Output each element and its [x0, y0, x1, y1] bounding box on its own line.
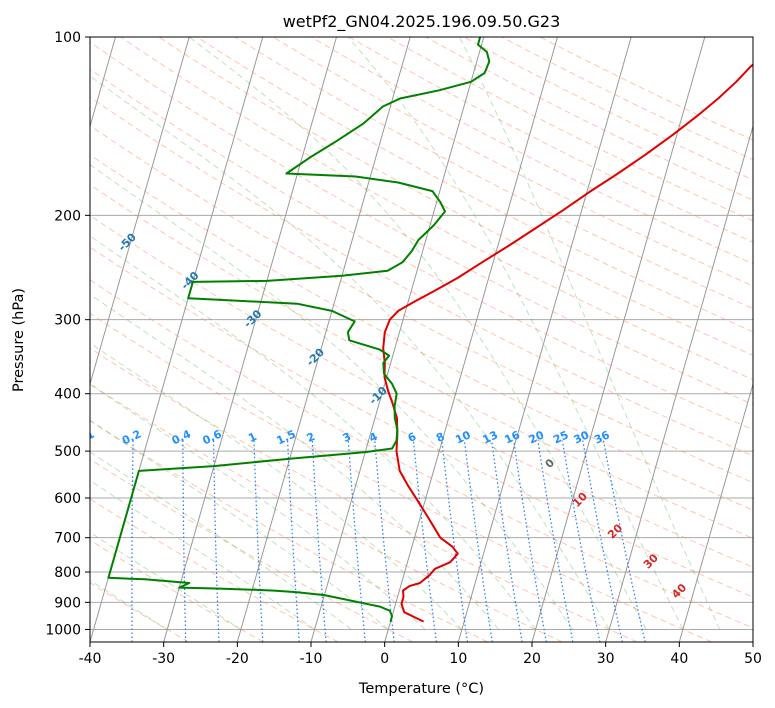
dry-adiabat-line: [90, 279, 753, 629]
dry-adiabat-line: [90, 246, 753, 598]
y-tick-label: 800: [54, 565, 81, 581]
dry-adiabat-line: [90, 347, 638, 642]
plot-frame: [89, 36, 754, 643]
x-tick-label: -30: [152, 651, 175, 667]
dry-adiabat-line: [196, 37, 753, 333]
mixing-ratio-line: [374, 440, 395, 642]
x-tick-label: -20: [226, 651, 249, 667]
mixing-ratio-label: 30: [572, 428, 592, 446]
moist-adiabat-line: [459, 37, 721, 630]
dry-adiabat-line: [501, 37, 753, 161]
background-lines: [90, 37, 753, 642]
dry-adiabat-line: [90, 96, 753, 457]
dry-adiabat-line: [463, 37, 753, 181]
x-tick-label: 10: [449, 651, 467, 667]
mixing-ratio-label: 16: [503, 428, 523, 446]
dry-adiabat-line: [90, 154, 753, 511]
x-tick-label: 30: [597, 651, 615, 667]
x-axis: -40 -30 -20 -10 0 10 20 30 40 50: [79, 642, 762, 667]
x-tick-label: -40: [79, 651, 102, 667]
x-tick-label: 40: [670, 651, 688, 667]
dry-adiabat-line: [234, 37, 753, 310]
isotherm-line: [457, 37, 632, 642]
mixing-ratio-line: [182, 440, 187, 642]
isotherm-line: [678, 382, 753, 642]
moist-adiabat-line: [188, 37, 647, 630]
y-tick-label: 400: [54, 387, 81, 403]
x-tick-label: 20: [523, 651, 541, 667]
isotherm-line: [384, 37, 558, 642]
dry-adiabat-line: [349, 37, 753, 243]
mixing-ratio-line: [213, 440, 220, 642]
y-tick-label: 200: [54, 208, 81, 224]
moist-adiabat-line: [90, 235, 536, 630]
dry-adiabat-line: [90, 214, 753, 568]
dry-adiabat-line: [539, 37, 753, 141]
moist-adiabat-line: [90, 342, 463, 630]
y-axis-label: Pressure (hPa): [11, 288, 27, 392]
y-tick-label: 300: [54, 313, 81, 329]
y-tick-label: 900: [54, 595, 81, 611]
dry-adiabat-line: [90, 41, 753, 405]
x-axis-label: Temperature (°C): [358, 681, 484, 697]
dry-adiabat-line: [387, 37, 753, 222]
dry-adiabat-line: [90, 124, 753, 484]
mixing-ratio-line: [131, 440, 134, 642]
moist-adiabat-line: [90, 293, 500, 630]
y-tick-label: 100: [54, 30, 81, 46]
mixing-ratio-label: 36: [592, 428, 612, 446]
dry-adiabat-line: [90, 68, 753, 431]
mixing-ratio-line: [311, 440, 327, 642]
mixing-ratio-label: 20: [527, 428, 547, 446]
profile-traces: [107, 37, 753, 623]
dry-adiabat-line: [158, 37, 753, 356]
y-tick-label: 500: [54, 444, 81, 460]
chart-title: wetPf2_GN04.2025.196.09.50.G23: [283, 12, 561, 32]
dry-adiabat-line: [90, 458, 414, 642]
moist-adiabat-line: [90, 480, 315, 630]
moist-adiabat-line: [90, 75, 610, 630]
isotherm-line: [310, 37, 485, 642]
mixing-ratio-line: [412, 440, 437, 642]
moist-adiabat-line: [347, 37, 684, 630]
dry-adiabat-line: [272, 37, 753, 287]
mixing-ratio-line: [253, 440, 264, 642]
mixing-ratio-line: [287, 440, 300, 642]
dry-adiabat-line: [90, 184, 753, 539]
dewpoint-trace: [107, 37, 491, 622]
dry-adiabat-line: [311, 37, 753, 265]
isotherm-line: [90, 37, 190, 386]
isotherm-line: [605, 124, 753, 642]
temperature-trace: [382, 63, 753, 623]
mixing-ratio-label: 13: [481, 428, 500, 446]
mixing-ratio-label: 25: [551, 428, 570, 446]
y-tick-label: 600: [54, 491, 81, 507]
x-tick-label: 50: [744, 651, 762, 667]
isotherm-line: [531, 37, 706, 642]
mixing-ratio-line: [441, 440, 469, 642]
mixing-ratio-line: [347, 440, 366, 642]
y-tick-label: 700: [54, 531, 81, 547]
dry-adiabat-line: [425, 37, 753, 201]
x-tick-label: -10: [300, 651, 323, 667]
y-tick-label: 1000: [45, 622, 81, 638]
dry-adiabat-line: [120, 37, 753, 381]
isotherm-line: [236, 37, 411, 642]
isotherm-line: [163, 37, 337, 642]
mixing-ratio-label: 0.1: [73, 427, 96, 447]
dry-adiabat-line: [90, 312, 712, 642]
moist-adiabat-line: [90, 419, 389, 630]
x-tick-label: 0: [380, 651, 389, 667]
dry-adiabat-line: [90, 498, 339, 642]
mixing-ratio-label: 10: [453, 428, 473, 446]
moist-adiabat-line: [90, 163, 573, 630]
y-axis: 1000 900 800 700 600 500 400 300 200 100: [45, 30, 90, 638]
moist-adiabat-line: [90, 451, 352, 630]
moist-adiabat-line: [90, 383, 426, 630]
